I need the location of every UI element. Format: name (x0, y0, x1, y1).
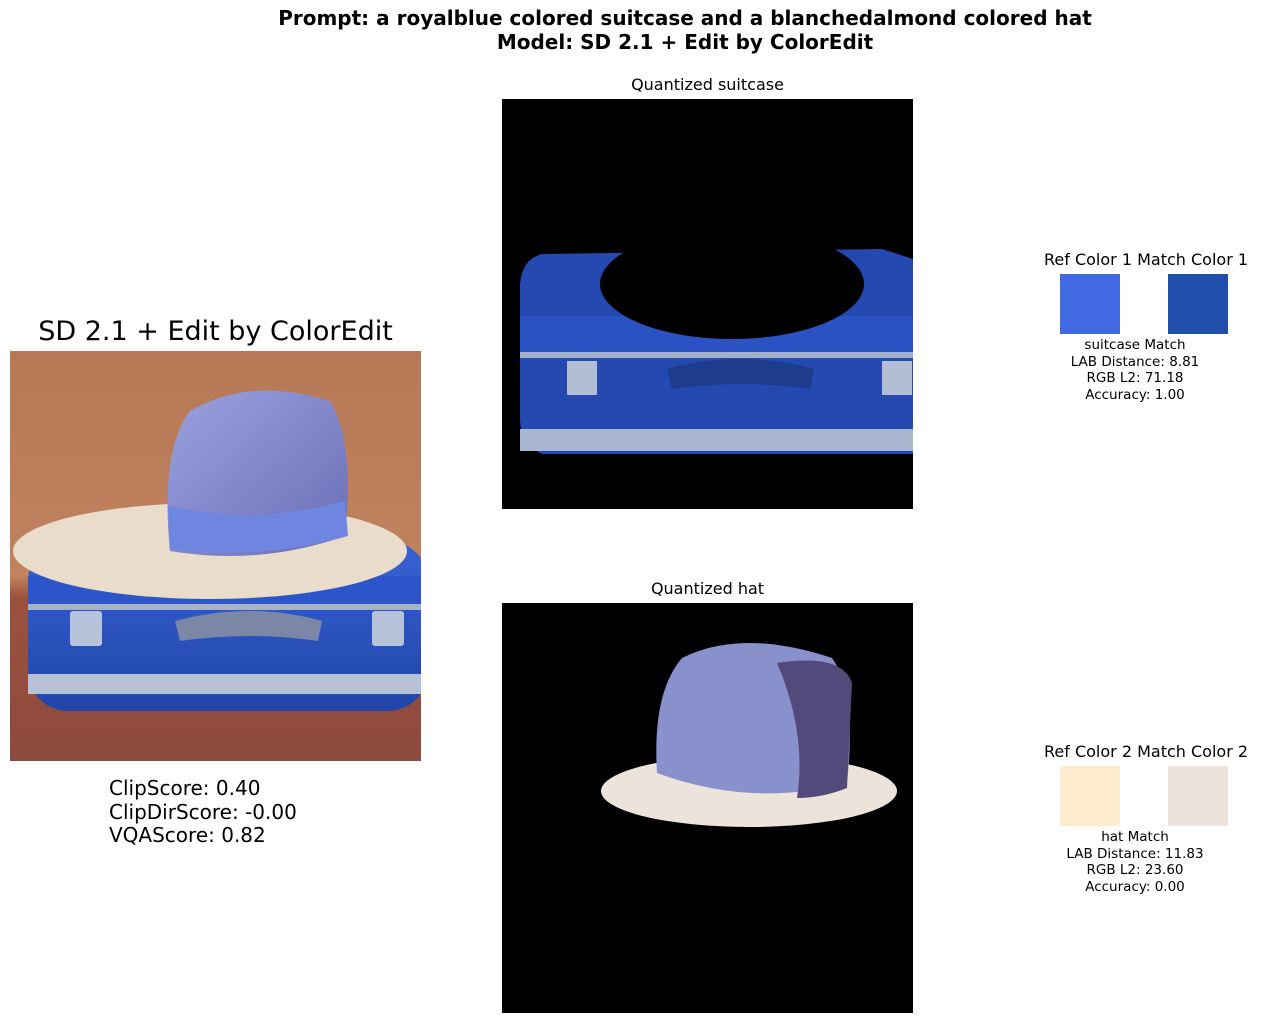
quantized-hat-image (502, 603, 913, 1013)
model-line: Model: SD 2.1 + Edit by ColorEdit (496, 30, 874, 54)
clip-score: ClipScore: 0.40 (109, 776, 261, 800)
match1-rgb: RGB L2: 71.18 (1086, 370, 1184, 386)
ref-color-1-swatch (1060, 274, 1120, 334)
match2-accuracy: Accuracy: 0.00 (1085, 878, 1185, 895)
vqa-score: VQAScore: 0.82 (109, 823, 266, 847)
hat-match-info: hat Match LAB Distance: 11.83 RGB L2: 23… (1035, 829, 1235, 895)
match-color-1-label: Match Color 1 (1137, 250, 1249, 269)
scores-block: ClipScore: 0.40 ClipDirScore: -0.00 VQAS… (109, 776, 297, 848)
match1-accuracy: Accuracy: 1.00 (1085, 386, 1185, 403)
main-panel-title: SD 2.1 + Edit by ColorEdit (38, 316, 393, 347)
match1-header: Ref Color 1 Match Color 1 (1044, 250, 1248, 269)
match1-lab: LAB Distance: 8.81 (1070, 353, 1200, 370)
match-color-2-swatch (1168, 766, 1228, 826)
ref-color-2-swatch (1060, 766, 1120, 826)
prompt-line: Prompt: a royalblue colored suitcase and… (278, 6, 1092, 30)
match-color-1-swatch (1168, 274, 1228, 334)
generated-image (10, 351, 428, 761)
match1-heading: suitcase Match (1084, 337, 1186, 353)
ref-color-1-label: Ref Color 1 (1044, 250, 1132, 269)
clip-dir-score: ClipDirScore: -0.00 (109, 799, 297, 824)
match-color-2-label: Match Color 2 (1137, 742, 1249, 761)
suitcase-match-info: suitcase Match LAB Distance: 8.81 RGB L2… (1035, 337, 1235, 403)
quantized-suitcase-image (502, 99, 913, 509)
quantized-suitcase-title: Quantized suitcase (631, 75, 784, 94)
figure-title: Prompt: a royalblue colored suitcase and… (0, 6, 1265, 54)
match2-header: Ref Color 2 Match Color 2 (1044, 742, 1248, 761)
match2-rgb: RGB L2: 23.60 (1086, 862, 1184, 878)
quantized-hat-title: Quantized hat (650, 579, 765, 598)
match2-heading: hat Match (1101, 829, 1169, 845)
match2-lab: LAB Distance: 11.83 (1066, 845, 1204, 862)
ref-color-2-label: Ref Color 2 (1044, 742, 1132, 761)
